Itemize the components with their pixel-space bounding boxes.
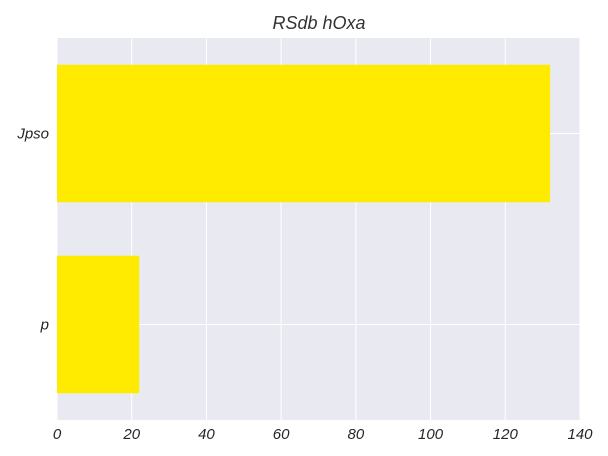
- x-tick-label: 0: [53, 426, 62, 443]
- x-tick-label: 40: [198, 426, 215, 443]
- x-tick-label: 80: [348, 426, 365, 443]
- bar: [57, 255, 140, 394]
- x-tick-label: 20: [122, 426, 140, 443]
- x-axis-ticks: 0 20 40 60 80 100 120 140: [53, 426, 593, 443]
- y-axis-ticks: Jpso p: [16, 126, 49, 334]
- x-tick-label: 100: [418, 426, 444, 443]
- bar: [57, 64, 551, 203]
- bars: [57, 64, 551, 394]
- y-tick-label: Jpso: [16, 126, 49, 143]
- x-tick-label: 60: [273, 426, 290, 443]
- x-tick-label: 140: [567, 426, 593, 443]
- chart-title: RSdb hOxa: [272, 13, 365, 33]
- x-tick-label: 120: [493, 426, 519, 443]
- y-tick-label: p: [40, 317, 49, 334]
